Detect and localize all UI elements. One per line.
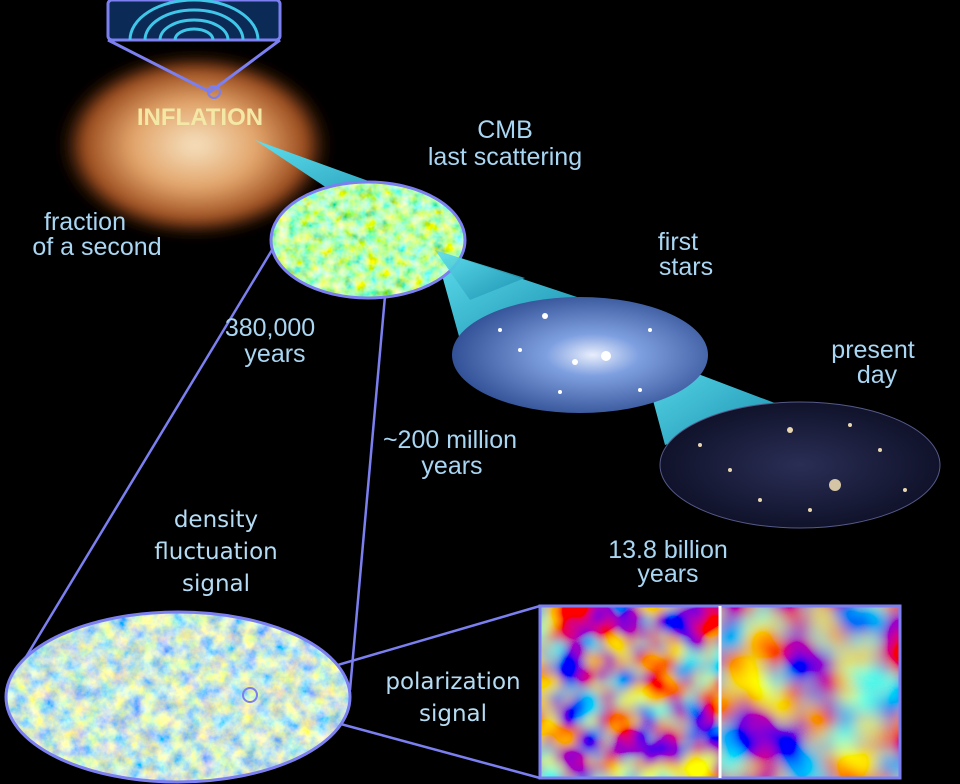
first-stars-time-line1: ~200 million [383,426,517,454]
star-points [498,313,652,394]
first-stars-image [452,297,708,413]
cmb-label: CMB [477,116,533,144]
first-stars-time-line2: years [421,452,482,480]
present-day-label-line1: present [831,336,914,364]
cone-overlay [435,250,525,300]
galaxy-points [698,423,907,512]
first-stars-stage [452,297,708,413]
planck-sky-map [6,612,350,782]
present-day-label-line2: day [857,361,898,389]
density-map [4,610,352,784]
polarization-panel-left [540,606,720,778]
cmb-time-line1: 380,000 [225,314,315,342]
density-signal-line3: signal [182,571,250,597]
first-stars-label-line1: first [658,228,698,256]
present-day-image [659,401,941,529]
wave-rings [128,0,260,41]
polarization-signal-line2: signal [419,701,487,727]
planck-outline [4,610,352,784]
inflation-blob [55,50,335,240]
cmb-sublabel: last scattering [428,143,582,171]
present-day-stage [659,401,941,529]
cmb-outline [269,180,467,300]
present-day-time-line1: 13.8 billion [608,536,728,564]
inflation-label: INFLATION [137,104,263,131]
inset-pointer [107,38,281,94]
present-day-time-line2: years [637,560,698,588]
polarization-panels [538,604,902,780]
density-signal-line2: fluctuation [154,539,277,565]
cmb-stage [269,180,525,300]
inset-origin-circle [207,85,221,99]
inflation-time-line1: fraction [44,208,126,236]
first-stars-label-line2: stars [659,253,713,281]
inflation-time-line2: of a second [32,233,161,261]
polarization-signal-line1: polarization [385,669,520,695]
density-signal-line1: density [174,507,258,533]
inflation-stage: INFLATION [55,0,335,240]
polarization-zoom-circle [242,687,258,703]
cmb-time-line2: years [244,340,305,368]
cmb-map-small [271,182,465,298]
polarization-panel-right [720,606,900,778]
